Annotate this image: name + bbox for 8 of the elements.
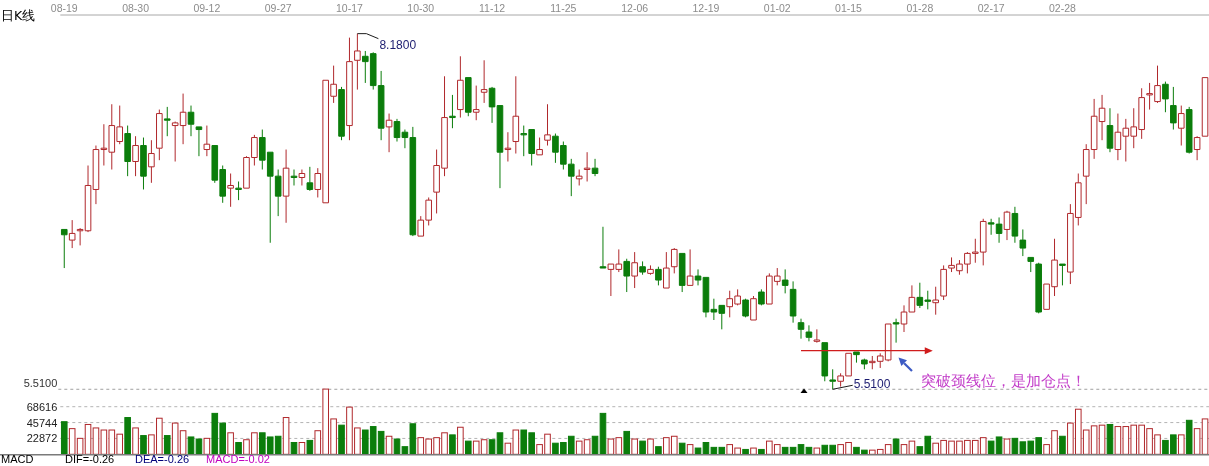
annotation: MACD	[1, 453, 34, 465]
annotation: 突破颈线位，是加仓点！	[921, 372, 1086, 390]
title: 日K线	[1, 8, 36, 23]
annotation: MACD=-0.02	[206, 453, 270, 465]
annotation: DEA=-0.26	[135, 453, 190, 465]
annotation: DIF=-0.26	[65, 453, 115, 465]
annotation: 8.1800	[379, 37, 417, 52]
annotation: 5.5100	[853, 376, 891, 391]
